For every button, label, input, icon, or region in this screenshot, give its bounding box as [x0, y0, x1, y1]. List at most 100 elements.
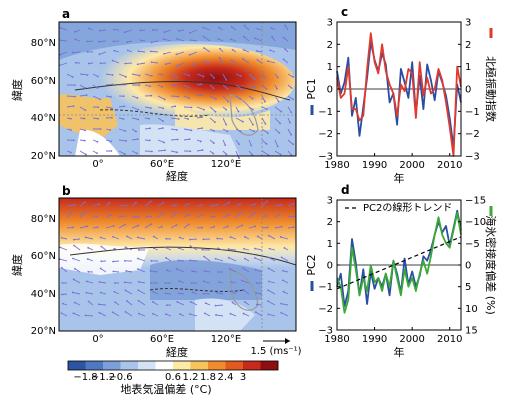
wind-vector	[101, 246, 107, 251]
wind-vector	[59, 51, 68, 56]
panel-label-b: b	[62, 184, 71, 198]
wind-vector	[190, 259, 198, 262]
wind-vector	[281, 303, 289, 306]
wind-vector-head	[188, 86, 191, 89]
wind-vector	[99, 281, 107, 284]
wind-vector-head	[164, 282, 167, 284]
wind-vector-head	[151, 312, 154, 315]
wind-vector-head	[84, 236, 87, 239]
wind-vector-head	[255, 50, 258, 52]
wind-vector	[183, 95, 190, 99]
colorbar-swatch	[260, 361, 279, 370]
y-tick-label-left: −1	[318, 282, 333, 293]
y-tick-label-right: 1	[465, 62, 471, 73]
wind-vector	[138, 300, 146, 306]
wind-vector-head	[216, 237, 219, 240]
wind-vector-head	[219, 47, 221, 50]
map-a-ylabel: 緯度	[10, 79, 24, 101]
wind-vector-head	[165, 256, 167, 259]
wind-vector-head	[253, 257, 256, 259]
map-a-cold-region	[59, 22, 296, 60]
wind-vector	[255, 269, 263, 273]
wind-vector-head	[277, 100, 280, 103]
y-tick-label-left: 3	[327, 196, 333, 207]
wind-vector	[230, 313, 237, 317]
x-tick-label: 1980	[324, 334, 349, 345]
wind-vector-head	[179, 313, 181, 315]
wind-vector-head	[126, 300, 129, 302]
wind-vector-head	[152, 235, 155, 238]
wind-vector-head	[72, 257, 74, 260]
wind-vector	[274, 95, 280, 102]
colorbar-swatch	[120, 361, 139, 370]
colorbar-tick: 3	[240, 372, 246, 383]
x-axis-label: 年	[394, 345, 405, 359]
wind-vector-head	[189, 259, 192, 262]
wind-vector	[268, 281, 276, 284]
wind-vector	[137, 62, 146, 65]
wind-vector	[79, 211, 86, 218]
wind-vector	[284, 25, 289, 31]
y-axis-label-left: PC2	[305, 254, 318, 275]
wind-vector	[165, 247, 172, 251]
wind-vector	[189, 51, 198, 56]
wind-vector-head	[250, 144, 253, 147]
wind-vector	[131, 73, 140, 76]
wind-vector	[176, 268, 185, 273]
wind-vector	[131, 138, 138, 141]
wind-vector-head	[241, 88, 244, 91]
wind-vector	[66, 212, 72, 218]
wind-vector-head	[267, 313, 270, 316]
wind-vector-head	[200, 94, 203, 97]
wind-vector	[242, 58, 250, 64]
wind-vector-head	[276, 87, 278, 90]
wind-vector	[215, 258, 224, 262]
wind-vector	[150, 270, 159, 273]
wind-vector-head	[74, 95, 76, 98]
wind-vector-head	[98, 311, 101, 314]
wind-vector	[170, 212, 177, 218]
wind-vector-head	[165, 304, 168, 307]
wind-vector-head	[242, 48, 245, 51]
lat-tick-20-b: 20°N	[31, 326, 56, 337]
wind-vector-head	[84, 129, 86, 132]
wind-vector	[79, 73, 88, 76]
wind-vector	[248, 225, 256, 229]
wind-vector-head	[178, 236, 181, 239]
wind-vector	[100, 237, 107, 240]
x-tick-label: 2010	[437, 160, 462, 171]
wind-vector-head	[243, 247, 245, 250]
wind-vector	[87, 40, 94, 42]
panel-label: c	[341, 5, 348, 19]
wind-vector-head	[175, 204, 177, 206]
wind-vector-head	[241, 57, 244, 60]
map-b-wind-vectors	[58, 200, 296, 317]
wind-vector-head	[138, 74, 141, 77]
wind-vector-head	[252, 123, 254, 126]
wind-vector	[202, 27, 211, 31]
wind-vector-head	[176, 138, 179, 141]
wind-vector-head	[123, 105, 126, 108]
wind-vector	[228, 257, 237, 262]
y-tick-label-left: 2	[327, 40, 333, 51]
wind-vector	[261, 201, 268, 207]
wind-vector	[170, 139, 178, 141]
wind-vector-head	[126, 235, 128, 238]
wind-vector-head	[265, 88, 268, 90]
wind-vector	[118, 204, 127, 207]
wind-vector-head	[109, 214, 112, 217]
wind-vector-head	[149, 200, 152, 203]
wind-vector-head	[149, 127, 151, 130]
wind-vector-head	[161, 127, 164, 129]
wind-vector-head	[70, 117, 72, 120]
wind-vector	[60, 39, 68, 42]
wind-vector-head	[188, 138, 191, 141]
y-tick-label-left: 1	[327, 62, 333, 73]
wind-vector-head	[99, 267, 102, 270]
wind-vector-head	[278, 132, 281, 134]
colorbar-swatch	[243, 361, 261, 370]
wind-vector	[118, 139, 127, 142]
wind-vector	[190, 39, 198, 42]
wind-vector	[268, 257, 276, 262]
wind-vector-head	[125, 140, 128, 142]
